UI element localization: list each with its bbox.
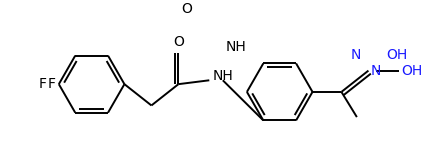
Text: N: N <box>351 48 361 62</box>
Text: N: N <box>371 64 381 78</box>
Text: O: O <box>181 2 192 16</box>
Text: F: F <box>38 77 46 91</box>
Text: NH: NH <box>212 69 233 83</box>
Text: NH: NH <box>226 40 246 54</box>
Text: O: O <box>173 35 184 49</box>
Text: OH: OH <box>386 48 407 62</box>
Text: OH: OH <box>401 64 422 78</box>
Text: F: F <box>48 77 56 91</box>
